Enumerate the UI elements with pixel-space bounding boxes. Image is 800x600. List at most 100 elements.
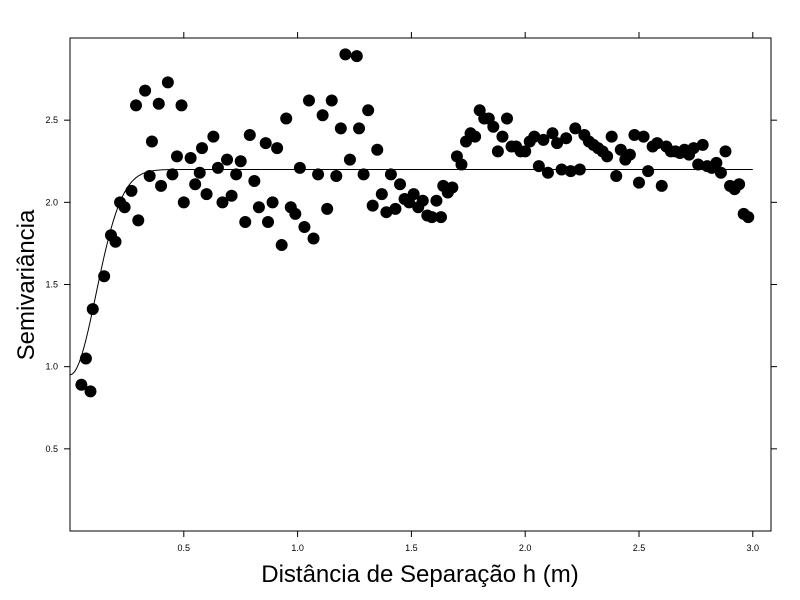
data-point <box>362 104 375 117</box>
data-point <box>248 174 261 187</box>
data-point <box>380 206 393 219</box>
data-point <box>601 150 614 163</box>
data-point <box>230 168 243 181</box>
data-point <box>184 151 197 164</box>
data-point <box>118 201 131 214</box>
data-point <box>455 158 468 171</box>
data-point <box>564 165 577 178</box>
data-point <box>573 163 586 176</box>
data-point <box>243 128 256 141</box>
data-point <box>496 130 509 143</box>
x-tick-label: 1.0 <box>291 543 304 553</box>
data-point <box>687 142 700 155</box>
data-point <box>280 112 293 125</box>
data-point <box>170 150 183 163</box>
data-point <box>259 137 272 150</box>
data-point <box>375 188 388 201</box>
data-point <box>628 128 641 141</box>
data-point <box>569 122 582 135</box>
data-point <box>610 170 623 183</box>
data-point <box>546 127 559 140</box>
data-point <box>275 239 288 252</box>
data-point <box>491 145 504 158</box>
axis-tick-labels: 0.5 1.0 1.5 2.0 2.5 3.0 0.5 1.0 1.5 2.0 2.5 <box>45 115 759 553</box>
data-point <box>262 216 275 229</box>
data-point <box>487 120 500 133</box>
data-point <box>207 130 220 143</box>
y-tick-label: 2.5 <box>45 115 58 125</box>
data-point <box>312 168 325 181</box>
data-point <box>334 122 347 135</box>
data-point <box>175 99 188 112</box>
data-point <box>196 142 209 155</box>
data-point <box>177 196 190 209</box>
data-point <box>330 170 343 183</box>
x-tick-label: 2.0 <box>519 543 532 553</box>
data-point <box>211 161 224 174</box>
data-point <box>266 196 279 209</box>
y-axis-title: Semivariância <box>13 209 40 360</box>
y-tick-label: 1.0 <box>45 362 58 372</box>
data-point <box>366 199 379 212</box>
data-point <box>742 211 755 224</box>
data-point <box>307 232 320 245</box>
data-point <box>384 168 397 181</box>
x-tick-label: 0.5 <box>178 543 191 553</box>
data-point <box>132 214 145 227</box>
data-point <box>271 142 284 155</box>
data-point <box>166 168 179 181</box>
data-point <box>125 184 138 197</box>
y-tick-label: 1.5 <box>45 280 58 290</box>
data-point <box>719 145 732 158</box>
data-point <box>350 50 363 63</box>
data-point <box>614 143 627 156</box>
data-point <box>469 130 482 143</box>
data-point <box>696 138 709 151</box>
data-point <box>289 207 302 220</box>
data-point <box>632 176 645 189</box>
y-tick-label: 2.0 <box>45 197 58 207</box>
data-point <box>560 132 573 145</box>
plot-frame <box>69 37 772 532</box>
x-tick-label: 3.0 <box>747 543 760 553</box>
data-point <box>434 211 447 224</box>
data-point <box>430 194 443 207</box>
data-point <box>161 76 174 89</box>
data-point <box>710 156 723 169</box>
data-point <box>537 133 550 146</box>
data-point <box>86 303 99 316</box>
x-tick-label: 1.5 <box>405 543 418 553</box>
data-point <box>225 189 238 202</box>
data-point <box>642 165 655 178</box>
data-point <box>555 163 568 176</box>
y-tick-label: 0.5 <box>45 444 58 454</box>
data-point <box>339 48 352 61</box>
data-point <box>189 178 202 191</box>
data-point <box>389 202 402 215</box>
data-point <box>152 97 165 110</box>
data-point <box>394 178 407 191</box>
data-point <box>446 181 459 194</box>
data-point <box>692 158 705 171</box>
data-point <box>655 179 668 192</box>
data-point <box>84 385 97 398</box>
data-point <box>714 166 727 179</box>
data-point <box>623 148 636 161</box>
data-point <box>79 352 92 365</box>
data-point <box>98 270 111 283</box>
data-point <box>637 130 650 143</box>
axis-ticks <box>64 32 777 537</box>
data-point <box>357 168 370 181</box>
data-point <box>353 122 366 135</box>
data-point <box>216 196 229 209</box>
data-point <box>416 194 429 207</box>
data-point <box>221 153 234 166</box>
data-point <box>532 160 545 173</box>
data-point <box>155 179 168 192</box>
data-point <box>519 145 532 158</box>
data-point <box>130 99 142 112</box>
data-point <box>145 135 158 148</box>
data-points <box>75 48 755 398</box>
data-point <box>234 155 247 168</box>
